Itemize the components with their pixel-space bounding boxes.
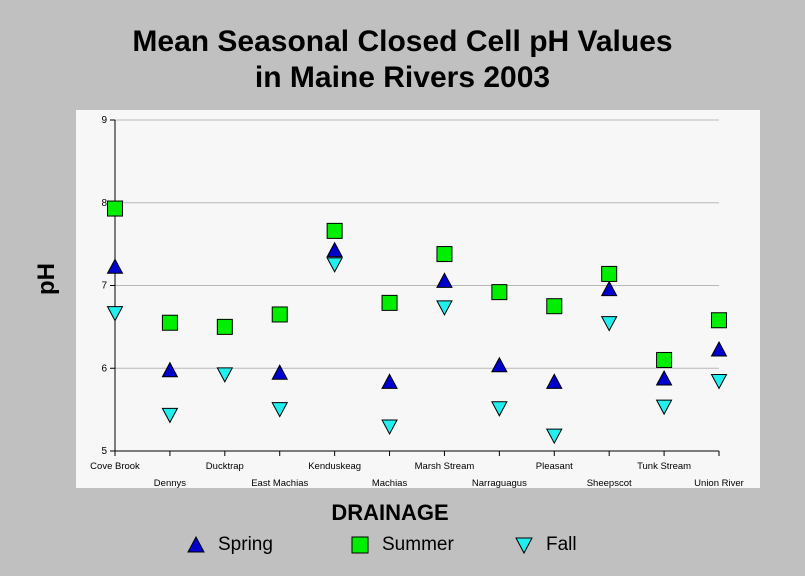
legend-item-fall: Fall (514, 533, 577, 557)
x-tick-label: Tunk Stream (637, 461, 691, 472)
x-tick-label: Union River (694, 478, 744, 488)
summer-point (711, 312, 727, 329)
x-tick-label: Dennys (154, 478, 186, 488)
fall-point (271, 402, 289, 418)
x-tick-label: Machias (372, 478, 408, 488)
fall-point (710, 373, 728, 390)
fall-point (326, 257, 343, 273)
spring-point (710, 340, 728, 357)
summer-point (436, 246, 453, 263)
legend-label-spring: Spring (218, 534, 273, 555)
fall-point (106, 306, 124, 322)
plot-area: 5 6 7 8 9 Cove Brook Dennys Ducktrap East Machia… (76, 110, 760, 489)
chart-svg: 5 6 7 8 9 Cove Brook Dennys Ducktrap East Machia… (90, 115, 744, 489)
summer-point (546, 298, 563, 315)
summer-point (656, 351, 673, 368)
y-tick-label: 5 (101, 446, 107, 457)
summer-point (216, 318, 233, 335)
legend-summer-marker (351, 536, 369, 554)
y-tick-label: 6 (101, 363, 107, 374)
y-tick-label: 8 (101, 198, 107, 209)
spring-point (326, 241, 343, 258)
fall-point (161, 407, 179, 424)
spring-point (655, 369, 673, 386)
y-tick-label: 9 (101, 115, 107, 126)
summer-point (271, 306, 288, 323)
fall-point (216, 367, 234, 383)
fall-point (381, 419, 398, 436)
legend-item-summer: Summer (350, 533, 454, 557)
x-tick-label: Marsh Stream (415, 461, 475, 472)
summer-point (326, 222, 343, 239)
x-tick-label: Pleasant (536, 461, 573, 472)
spring-point (491, 356, 508, 373)
spring-point (161, 361, 179, 378)
legend-spring-marker (187, 535, 205, 553)
summer-point (107, 200, 123, 217)
legend-item-spring: Spring (186, 533, 273, 557)
chart-title-line2: in Maine Rivers 2003 (254, 61, 551, 94)
spring-point (600, 280, 618, 297)
legend-label-fall: Fall (546, 534, 577, 555)
x-axis-label: DRAINAGE (331, 500, 449, 525)
legend-fall-marker (515, 537, 533, 555)
fall-point (436, 300, 453, 316)
summer-point (161, 314, 178, 331)
x-tick-label: Sheepscot (587, 478, 632, 488)
fall-point (600, 316, 618, 332)
y-tick-label: 7 (101, 281, 107, 292)
spring-point (436, 272, 453, 288)
y-axis-label: pH (33, 263, 60, 295)
fall-point (545, 428, 563, 445)
x-tick-label: Narraguagus (472, 478, 527, 488)
x-tick-label: Cove Brook (90, 461, 140, 472)
chart-title-line1: Mean Seasonal Closed Cell pH Values (132, 25, 673, 58)
spring-point (271, 364, 289, 380)
fall-point (655, 399, 673, 416)
summer-point (491, 284, 508, 301)
summer-point (601, 265, 618, 282)
spring-point (381, 373, 398, 389)
x-tick-label: Kenduskeag (308, 461, 361, 472)
fall-point (491, 401, 508, 417)
legend-label-summer: Summer (382, 534, 454, 555)
x-tick-label: Ducktrap (206, 461, 244, 472)
spring-point (545, 373, 563, 389)
spring-point (106, 258, 124, 274)
summer-point (381, 294, 398, 311)
x-tick-label: East Machias (251, 478, 308, 488)
